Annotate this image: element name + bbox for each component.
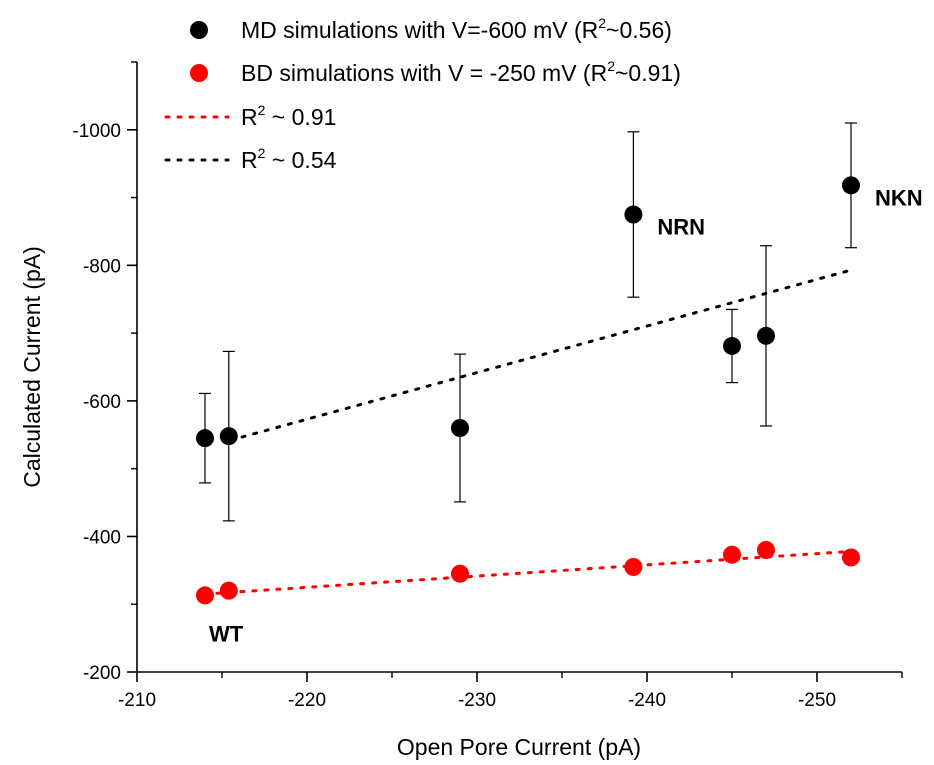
y-tick-label: -200 <box>83 663 121 684</box>
x-tick-label: -240 <box>628 690 666 711</box>
point-annotation: WT <box>209 621 244 646</box>
fit-lines <box>203 268 853 596</box>
data-point <box>219 427 238 446</box>
data-point <box>723 336 741 355</box>
legend-marker <box>190 64 208 82</box>
axis-ticks: -210 -220 -230 -240 -250 -200 -400 -600 -800 -100… <box>72 61 903 711</box>
y-tick-label: -400 <box>83 527 121 548</box>
data-point <box>196 429 214 448</box>
y-tick-label: -800 <box>83 256 121 277</box>
y-tick-label: -600 <box>83 392 121 413</box>
error-bars <box>199 122 857 522</box>
data-points <box>196 176 860 605</box>
data-point <box>757 326 775 345</box>
plot-frame <box>136 62 902 673</box>
x-tick-label: -210 <box>118 690 156 711</box>
data-point <box>219 581 238 600</box>
legend-label: R2 ~ 0.91 <box>241 102 336 130</box>
legend: MD simulations with V=-600 mV (R2~0.56) B… <box>164 15 681 173</box>
fit-line <box>203 549 853 596</box>
data-point <box>451 564 469 583</box>
x-tick-label: -220 <box>288 690 326 711</box>
x-tick-label: -250 <box>798 690 836 711</box>
legend-label: BD simulations with V = -250 mV (R2~0.91… <box>241 58 681 86</box>
data-point <box>757 541 775 559</box>
data-point <box>842 548 860 567</box>
data-point <box>723 545 741 564</box>
legend-marker <box>190 21 208 39</box>
data-point <box>842 176 860 195</box>
legend-label: MD simulations with V=-600 mV (R2~0.56) <box>241 15 672 43</box>
annotations: NRN NKN WT <box>209 185 923 646</box>
data-point <box>451 419 469 437</box>
y-tick-label: -1000 <box>72 121 121 142</box>
point-annotation: NKN <box>875 185 923 210</box>
x-axis-title: Open Pore Current (pA) <box>397 734 641 760</box>
fit-line <box>229 268 853 442</box>
data-point <box>624 205 643 224</box>
data-point <box>624 557 643 576</box>
point-annotation: NRN <box>657 215 705 240</box>
y-axis-title: Calculated Current (pA) <box>19 246 45 488</box>
legend-label: R2 ~ 0.54 <box>241 145 337 173</box>
data-point <box>196 586 214 605</box>
x-tick-label: -230 <box>458 690 496 711</box>
